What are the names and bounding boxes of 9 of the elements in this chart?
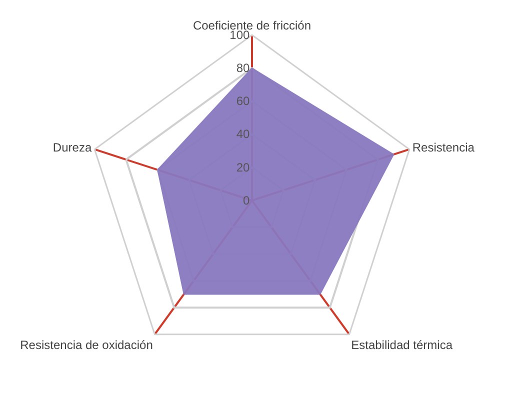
spoke-label: Resistencia bbox=[412, 140, 475, 155]
spoke-label: Estabilidad térmica bbox=[351, 338, 453, 352]
y-tick-label: 60 bbox=[236, 94, 250, 108]
y-tick-label: 0 bbox=[243, 193, 250, 208]
y-tick-label: 20 bbox=[236, 160, 250, 174]
y-tick-label: 40 bbox=[236, 127, 250, 142]
spoke-label: Dureza bbox=[52, 140, 92, 155]
spoke-label: Resistencia de oxidación bbox=[20, 338, 153, 352]
y-tick-label: 80 bbox=[236, 61, 250, 75]
